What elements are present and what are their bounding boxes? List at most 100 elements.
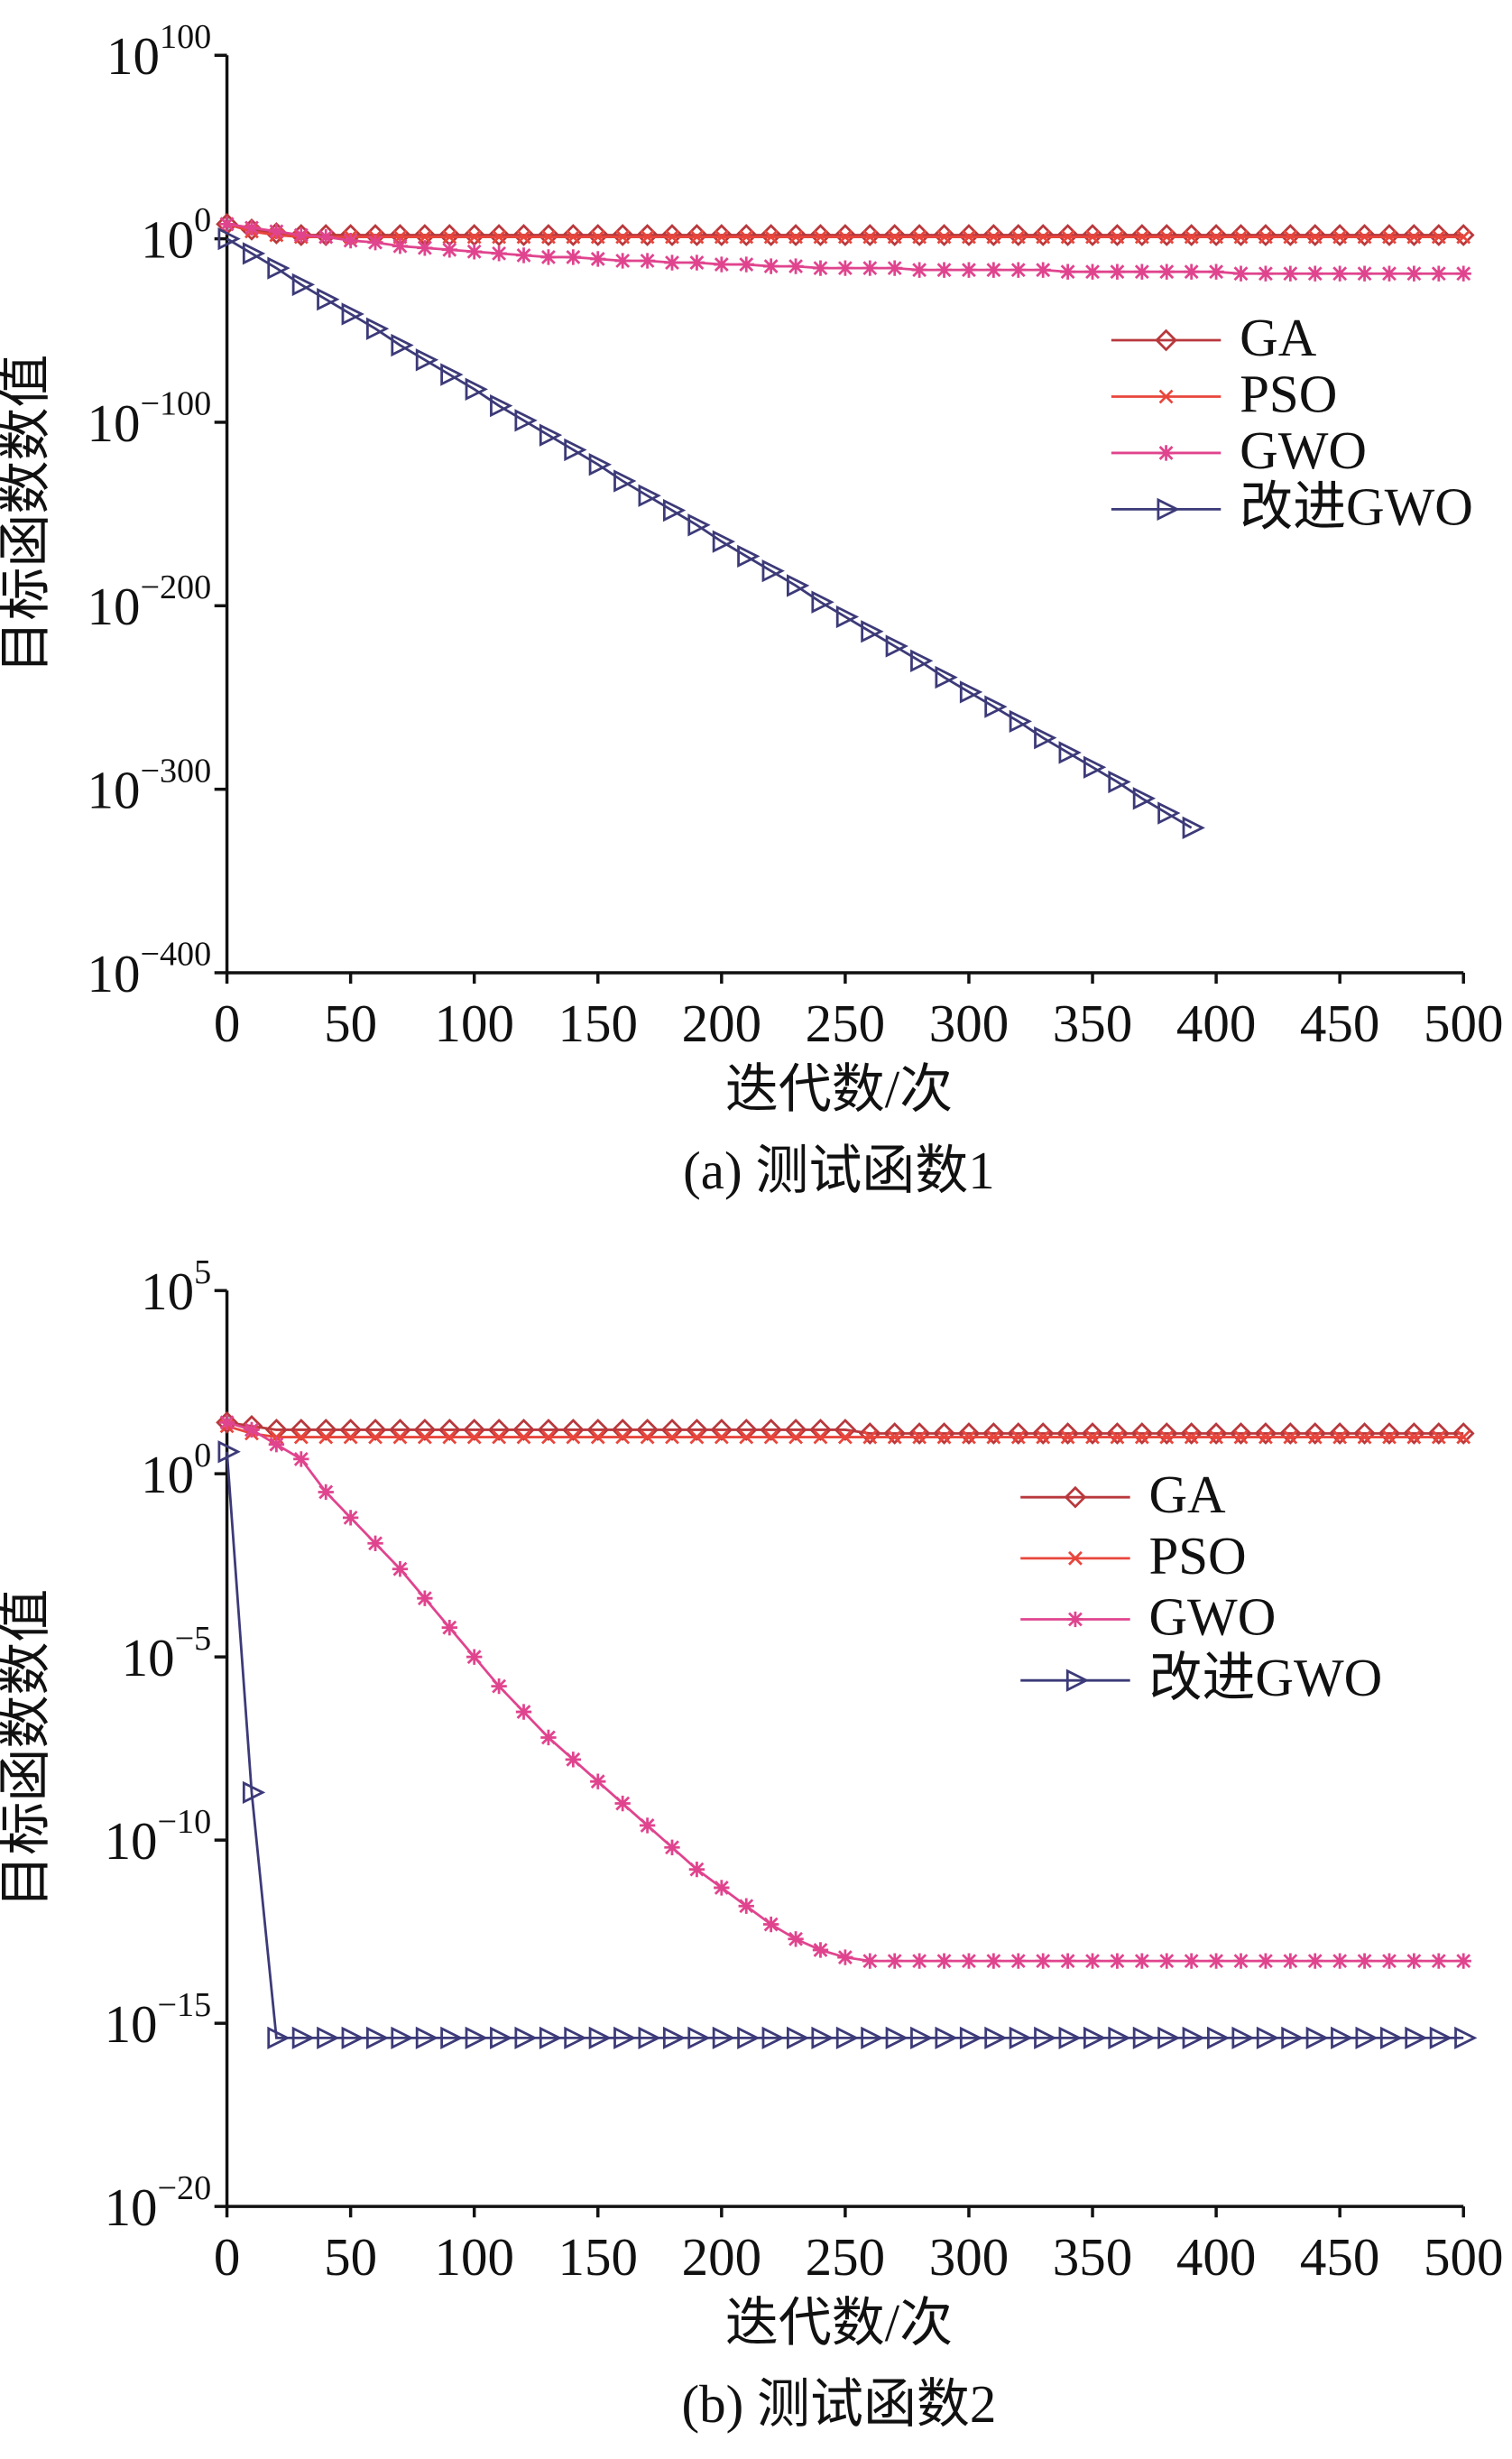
marker-triangle bbox=[1132, 2026, 1157, 2050]
marker-cross bbox=[466, 229, 482, 245]
marker-triangle bbox=[1065, 1669, 1090, 1692]
marker-cross bbox=[1307, 1429, 1323, 1445]
marker-star bbox=[590, 251, 606, 267]
marker-diamond bbox=[734, 1419, 758, 1441]
marker-star bbox=[1059, 263, 1076, 280]
marker-cross bbox=[1010, 229, 1026, 245]
marker-cross bbox=[763, 229, 779, 245]
x-tick-label: 200 bbox=[682, 994, 761, 1053]
marker-triangle bbox=[910, 649, 934, 672]
x-tick-label: 0 bbox=[214, 994, 240, 1053]
marker-triangle bbox=[1207, 2026, 1231, 2050]
marker-triangle bbox=[539, 423, 563, 447]
marker-triangle bbox=[984, 695, 1008, 718]
marker-triangle bbox=[1083, 755, 1107, 779]
marker-triangle bbox=[861, 2026, 884, 2050]
marker-cross bbox=[1258, 1429, 1273, 1445]
marker-cross bbox=[1258, 229, 1273, 245]
x-tick-label: 350 bbox=[1053, 2227, 1132, 2287]
marker-triangle bbox=[959, 2026, 983, 2050]
marker-diamond bbox=[216, 1410, 238, 1434]
x-tick-label: 350 bbox=[1053, 994, 1132, 1053]
legend-label: GWO bbox=[1148, 1587, 1276, 1647]
marker-diamond bbox=[957, 1422, 981, 1445]
marker-cross bbox=[1283, 1429, 1298, 1445]
marker-cross bbox=[640, 1429, 655, 1445]
x-tick-label: 50 bbox=[324, 2227, 377, 2287]
marker-cross bbox=[936, 229, 952, 245]
marker-cross bbox=[837, 1429, 853, 1445]
marker-cross bbox=[1357, 1429, 1372, 1445]
marker-cross bbox=[1357, 229, 1372, 245]
marker-cross bbox=[1406, 1429, 1422, 1445]
marker-star bbox=[1157, 445, 1175, 461]
marker-star bbox=[1158, 263, 1175, 280]
legend-label: GA bbox=[1240, 308, 1317, 367]
x-tick-label: 300 bbox=[929, 994, 1009, 1053]
y-axis-label: 目标函数数值 bbox=[0, 355, 55, 674]
marker-star bbox=[862, 1953, 878, 1969]
marker-triangle bbox=[391, 333, 414, 357]
marker-cross bbox=[1382, 1429, 1397, 1445]
marker-star bbox=[812, 260, 829, 276]
marker-star bbox=[367, 1535, 383, 1551]
marker-triangle bbox=[514, 2026, 538, 2050]
marker-diamond bbox=[1328, 1422, 1351, 1445]
x-tick-label: 400 bbox=[1176, 2227, 1256, 2287]
marker-diamond bbox=[1130, 1422, 1154, 1445]
marker-star bbox=[342, 1510, 359, 1526]
x-tick-label: 500 bbox=[1424, 2227, 1503, 2287]
marker-cross bbox=[1283, 229, 1298, 245]
y-tick-label: 10−10 bbox=[105, 1803, 212, 1871]
marker-star bbox=[887, 260, 903, 276]
marker-star bbox=[911, 1953, 927, 1969]
marker-triangle bbox=[662, 498, 687, 522]
marker-cross bbox=[1209, 229, 1224, 245]
marker-triangle bbox=[1009, 2026, 1033, 2050]
y-tick-label: 10−200 bbox=[87, 569, 211, 636]
marker-triangle bbox=[365, 317, 390, 340]
y-tick-label: 10100 bbox=[106, 18, 211, 86]
marker-diamond bbox=[1064, 1485, 1087, 1509]
x-tick-label: 150 bbox=[558, 994, 638, 1053]
marker-cross bbox=[788, 229, 803, 245]
marker-cross bbox=[541, 1429, 556, 1445]
marker-triangle bbox=[662, 2026, 687, 2050]
marker-diamond bbox=[710, 1419, 733, 1441]
marker-star bbox=[244, 1421, 260, 1438]
marker-star bbox=[936, 262, 953, 278]
marker-triangle bbox=[440, 363, 464, 386]
marker-triangle bbox=[1281, 2026, 1305, 2050]
marker-diamond bbox=[561, 1419, 585, 1441]
marker-cross bbox=[466, 1429, 482, 1445]
marker-diamond bbox=[1427, 1422, 1451, 1445]
x-tick-label: 100 bbox=[434, 994, 513, 1053]
marker-star bbox=[985, 262, 1002, 278]
marker-cross bbox=[1382, 229, 1397, 245]
marker-cross bbox=[1456, 229, 1471, 245]
marker-star bbox=[491, 1678, 507, 1695]
marker-star bbox=[887, 1953, 903, 1969]
marker-star bbox=[441, 1619, 457, 1636]
marker-diamond bbox=[487, 1419, 511, 1441]
marker-star bbox=[318, 1484, 334, 1501]
x-axis-label: 迭代数/次 bbox=[725, 2293, 953, 2353]
marker-star bbox=[639, 253, 656, 269]
marker-diamond bbox=[512, 1419, 535, 1441]
marker-star bbox=[1431, 1953, 1447, 1969]
y-axis-label: 目标函数数值 bbox=[0, 1589, 55, 1909]
marker-cross bbox=[1085, 1429, 1100, 1445]
marker-diamond bbox=[760, 1419, 783, 1441]
x-axis-label: 迭代数/次 bbox=[725, 1059, 953, 1119]
marker-star bbox=[1183, 1953, 1200, 1969]
marker-cross bbox=[1431, 1429, 1446, 1445]
marker-triangle bbox=[1182, 2026, 1205, 2050]
marker-star bbox=[1258, 265, 1274, 282]
marker-cross bbox=[862, 1429, 878, 1445]
marker-star bbox=[1035, 262, 1051, 278]
marker-star bbox=[515, 247, 532, 263]
marker-triangle bbox=[465, 377, 488, 401]
marker-star bbox=[293, 226, 309, 244]
marker-triangle bbox=[935, 665, 958, 689]
marker-triangle bbox=[539, 2026, 563, 2050]
